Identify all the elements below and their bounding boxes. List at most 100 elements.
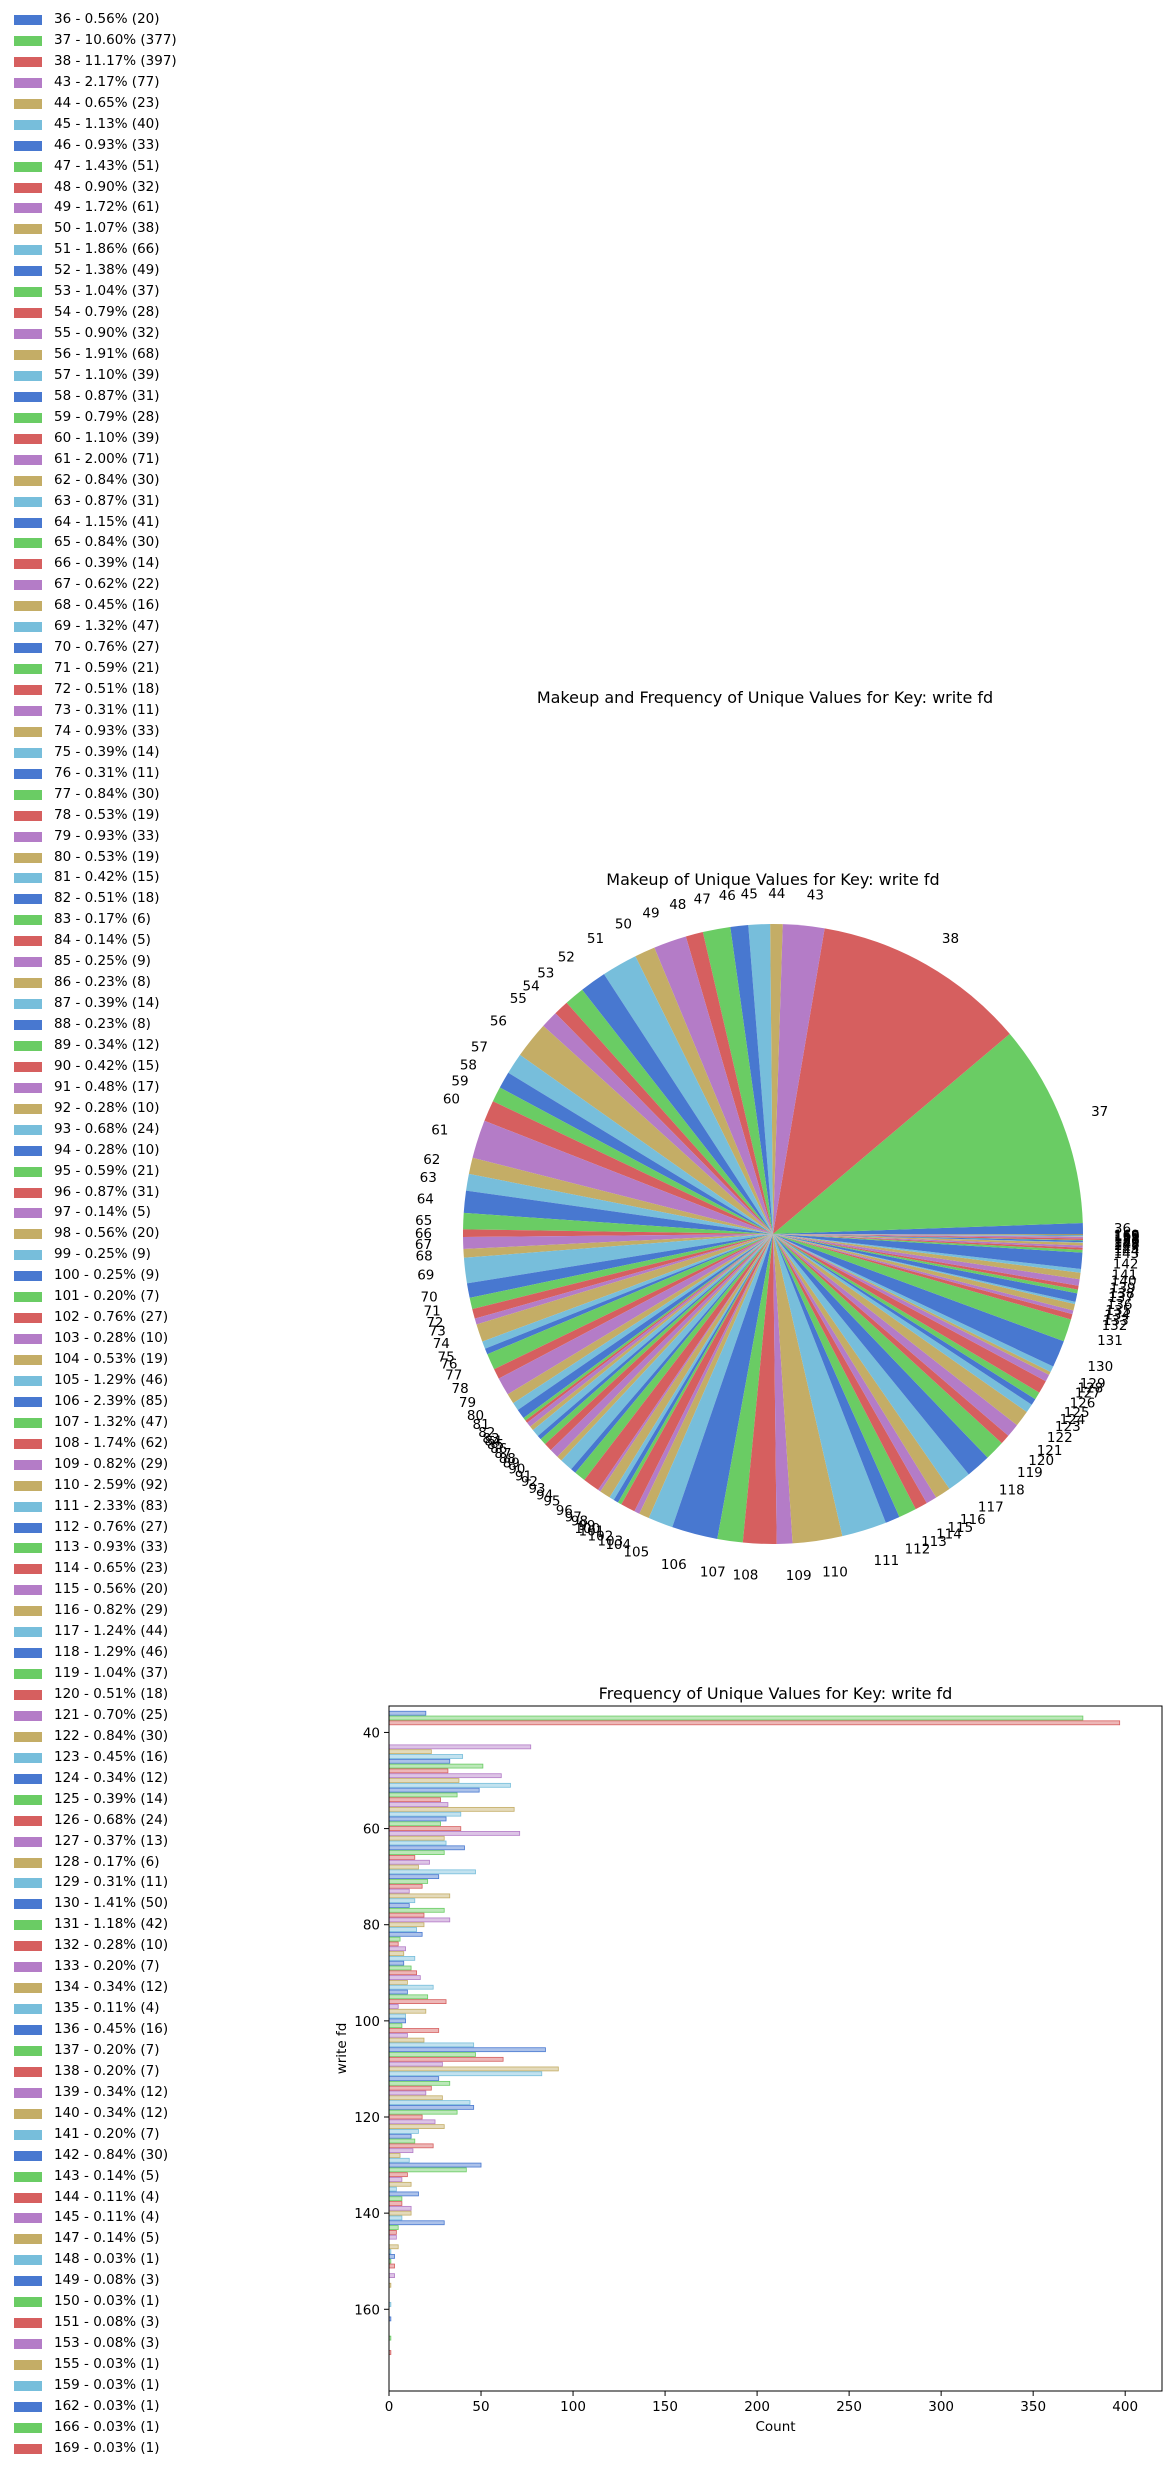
pie-slice — [773, 1234, 1081, 1280]
legend-swatch — [14, 1606, 42, 1617]
bar — [388, 2316, 392, 2322]
bar — [388, 2263, 395, 2269]
pie-slice — [773, 1234, 1080, 1286]
legend-label: 91 - 0.48% (17) — [54, 1078, 160, 1095]
pie-slice — [525, 1234, 773, 1423]
pie-slice — [463, 1190, 773, 1234]
legend-swatch — [14, 1983, 42, 1994]
bar — [388, 1821, 441, 1827]
pie-slice — [702, 926, 773, 1234]
bar — [388, 1989, 408, 1995]
legend-label: 117 - 1.24% (44) — [54, 1623, 169, 1640]
pie-slice-label: 80 — [467, 1408, 484, 1424]
bar — [388, 2076, 440, 2081]
pie-slice-label: 56 — [490, 1014, 507, 1030]
legend-item: 44 - 0.65% (23) — [14, 95, 344, 117]
legend-swatch — [14, 978, 42, 989]
legend-label: 95 - 0.59% (21) — [54, 1162, 160, 1179]
legend-label: 46 - 0.93% (33) — [54, 136, 160, 153]
bar — [388, 2258, 392, 2264]
bar — [388, 2013, 406, 2019]
bar — [388, 2119, 436, 2125]
bar — [388, 2138, 416, 2144]
bar — [388, 2066, 559, 2072]
pie-slice — [742, 1234, 777, 1545]
bar — [388, 1893, 451, 1899]
legend-swatch — [14, 1396, 42, 1407]
pie-slice-label: 144 — [1114, 1243, 1140, 1259]
legend-item: 129 - 0.31% (11) — [14, 1875, 344, 1896]
legend-swatch — [14, 2255, 42, 2266]
legend-swatch — [14, 1815, 42, 1826]
x-tick-label: 400 — [1112, 2399, 1138, 2415]
pie-slice-label: 63 — [420, 1170, 437, 1186]
legend-item: 67 - 0.62% (22) — [14, 577, 344, 598]
bar — [388, 1840, 447, 1846]
pie-slice — [487, 1234, 773, 1370]
x-tick-label: 300 — [928, 2399, 954, 2415]
bar — [388, 1956, 416, 1961]
bar — [388, 1749, 432, 1755]
legend-label: 85 - 0.25% (9) — [54, 953, 151, 970]
legend-swatch — [14, 705, 42, 716]
legend-item: 117 - 1.24% (44) — [14, 1624, 344, 1645]
legend-label: 94 - 0.28% (10) — [54, 1141, 160, 1158]
legend-item: 51 - 1.86% (66) — [14, 242, 344, 263]
legend-label: 123 - 0.45% (16) — [54, 1748, 169, 1765]
pie-slice-label: 55 — [510, 991, 527, 1007]
pie-slice — [773, 1234, 1009, 1444]
legend-label: 52 - 1.38% (49) — [54, 262, 160, 279]
bar — [388, 2350, 392, 2355]
pie-slice — [773, 1234, 1083, 1246]
pie-slice — [466, 1234, 773, 1298]
bar — [388, 1710, 427, 1716]
pie-slice-label: 83 — [482, 1431, 499, 1447]
pie-slice — [462, 1229, 773, 1238]
legend-swatch — [14, 517, 42, 528]
bar — [388, 2114, 423, 2120]
legend-label: 135 - 0.11% (4) — [54, 2000, 160, 2017]
legend-swatch — [14, 685, 42, 695]
pie-slice — [773, 1234, 1083, 1253]
legend-item: 102 - 0.76% (27) — [14, 1310, 344, 1331]
bar — [388, 1782, 511, 1788]
bar — [388, 1797, 441, 1803]
legend-swatch — [14, 1250, 42, 1261]
pie-slice-label: 136 — [1107, 1297, 1133, 1313]
pie-slice-label: 113 — [921, 1534, 947, 1550]
legend-item: 138 - 0.20% (7) — [14, 2063, 344, 2085]
pie-slice — [634, 1234, 773, 1514]
legend-item: 88 - 0.23% (8) — [14, 1017, 344, 1038]
bar — [388, 1773, 502, 1779]
pie-slice — [484, 1101, 773, 1234]
legend-label: 97 - 0.14% (5) — [54, 1204, 151, 1221]
legend-label: 86 - 0.23% (8) — [54, 974, 151, 991]
bar — [388, 2047, 546, 2053]
legend-label: 72 - 0.51% (18) — [54, 681, 160, 697]
bar — [388, 2061, 443, 2067]
pie-slice-label: 74 — [433, 1336, 450, 1352]
legend-item: 59 - 0.79% (28) — [14, 409, 344, 431]
pie-slice — [639, 1234, 773, 1519]
legend-item: 142 - 0.84% (30) — [14, 2147, 344, 2169]
legend-item: 124 - 0.34% (12) — [14, 1770, 344, 1792]
legend-label: 137 - 0.20% (7) — [54, 2041, 160, 2058]
legend-swatch — [14, 1082, 42, 1093]
legend-label: 129 - 0.31% (11) — [54, 1874, 169, 1891]
legend-label: 60 - 1.10% (39) — [54, 429, 160, 446]
pie-slice-label: 98 — [571, 1514, 588, 1530]
legend-label: 102 - 0.76% (27) — [54, 1309, 169, 1326]
bar — [388, 1802, 449, 1807]
pie-slice — [527, 1234, 773, 1427]
legend-item: 71 - 0.59% (21) — [14, 661, 344, 682]
pie-slice-label: 134 — [1104, 1308, 1130, 1324]
legend-label: 77 - 0.84% (30) — [54, 785, 160, 802]
legend-swatch — [14, 308, 42, 319]
legend-swatch — [14, 35, 42, 46]
pie-slice — [530, 1234, 773, 1431]
legend-item: 131 - 1.18% (42) — [14, 1917, 344, 1938]
pie-slice-label: 36 — [1114, 1221, 1131, 1237]
legend-swatch — [14, 622, 42, 633]
pie-slice — [773, 1234, 916, 1518]
legend-item: 77 - 0.84% (30) — [14, 785, 344, 808]
